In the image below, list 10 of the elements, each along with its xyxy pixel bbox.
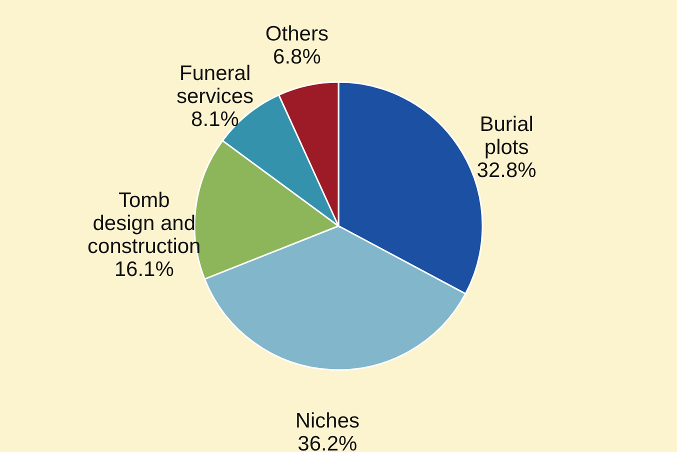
data-label: 8.1%: [191, 108, 239, 131]
slice-label: Burial plots: [480, 113, 534, 160]
slice-label: Others: [265, 22, 328, 46]
data-label: 16.1%: [114, 258, 174, 281]
slice-label: Tomb design and construction: [88, 188, 201, 258]
slice-label: Niches: [295, 410, 360, 433]
slice-label: Funeral services: [176, 62, 254, 108]
data-label: 32.8%: [476, 159, 536, 182]
data-label: 6.8%: [273, 45, 321, 68]
data-label: 36.2%: [298, 432, 358, 452]
